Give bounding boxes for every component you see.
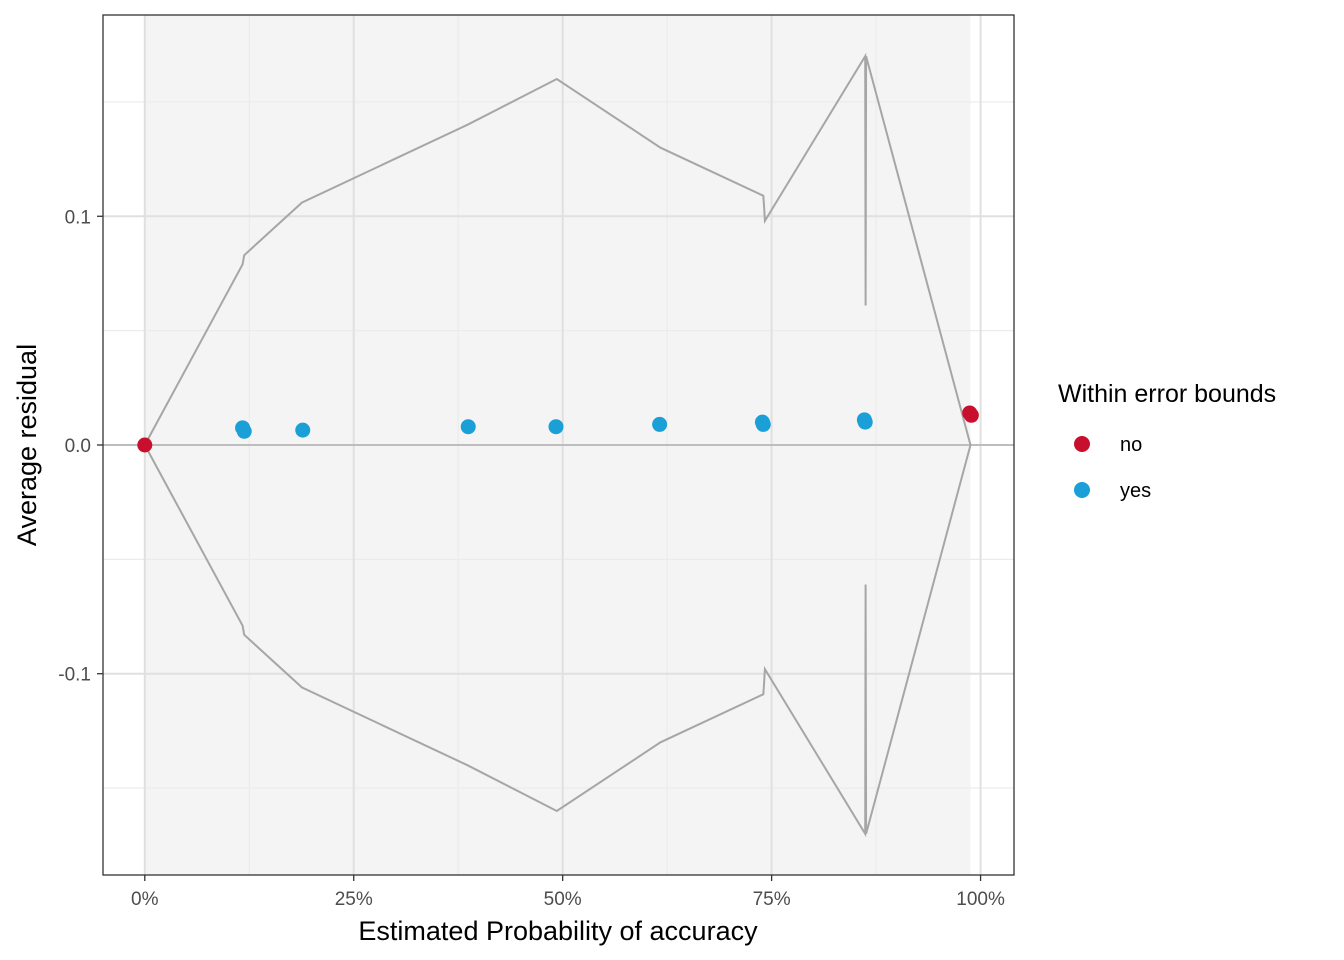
legend-label-yes: yes	[1120, 480, 1151, 502]
y-axis-title: Average residual	[12, 344, 42, 546]
legend-label-no: no	[1120, 434, 1142, 456]
legend-key-yes	[1074, 482, 1090, 498]
lower-error-bound	[143, 444, 972, 838]
x-tick-label: 25%	[335, 889, 373, 910]
legend: Within error bounds no yes	[1058, 380, 1276, 502]
y-tick-label: 0.0	[65, 436, 91, 457]
axes: 0% 25% 50% 75% 100% -0.1 0.0 0.1	[58, 14, 1015, 910]
upper-error-bound	[143, 52, 972, 446]
x-tick-label: 50%	[544, 889, 582, 910]
data-point-yes	[857, 414, 873, 430]
data-points	[137, 405, 979, 453]
data-point-yes	[548, 419, 564, 435]
data-point-yes	[236, 423, 252, 439]
data-point-yes	[755, 416, 771, 432]
x-tick-label: 0%	[131, 889, 159, 910]
x-axis-title: Estimated Probability of accuracy	[358, 916, 758, 946]
legend-title: Within error bounds	[1058, 380, 1276, 408]
data-point-no	[963, 407, 979, 423]
x-tick-label: 75%	[753, 889, 791, 910]
data-point-no	[137, 437, 153, 453]
data-point-yes	[652, 416, 668, 432]
y-tick-label: -0.1	[58, 665, 91, 686]
x-tick-label: 100%	[956, 889, 1005, 910]
error-bounds	[103, 52, 1014, 838]
y-tick-label: 0.1	[65, 207, 91, 228]
data-point-yes	[295, 422, 311, 438]
data-point-yes	[460, 419, 476, 435]
legend-key-no	[1074, 436, 1090, 452]
